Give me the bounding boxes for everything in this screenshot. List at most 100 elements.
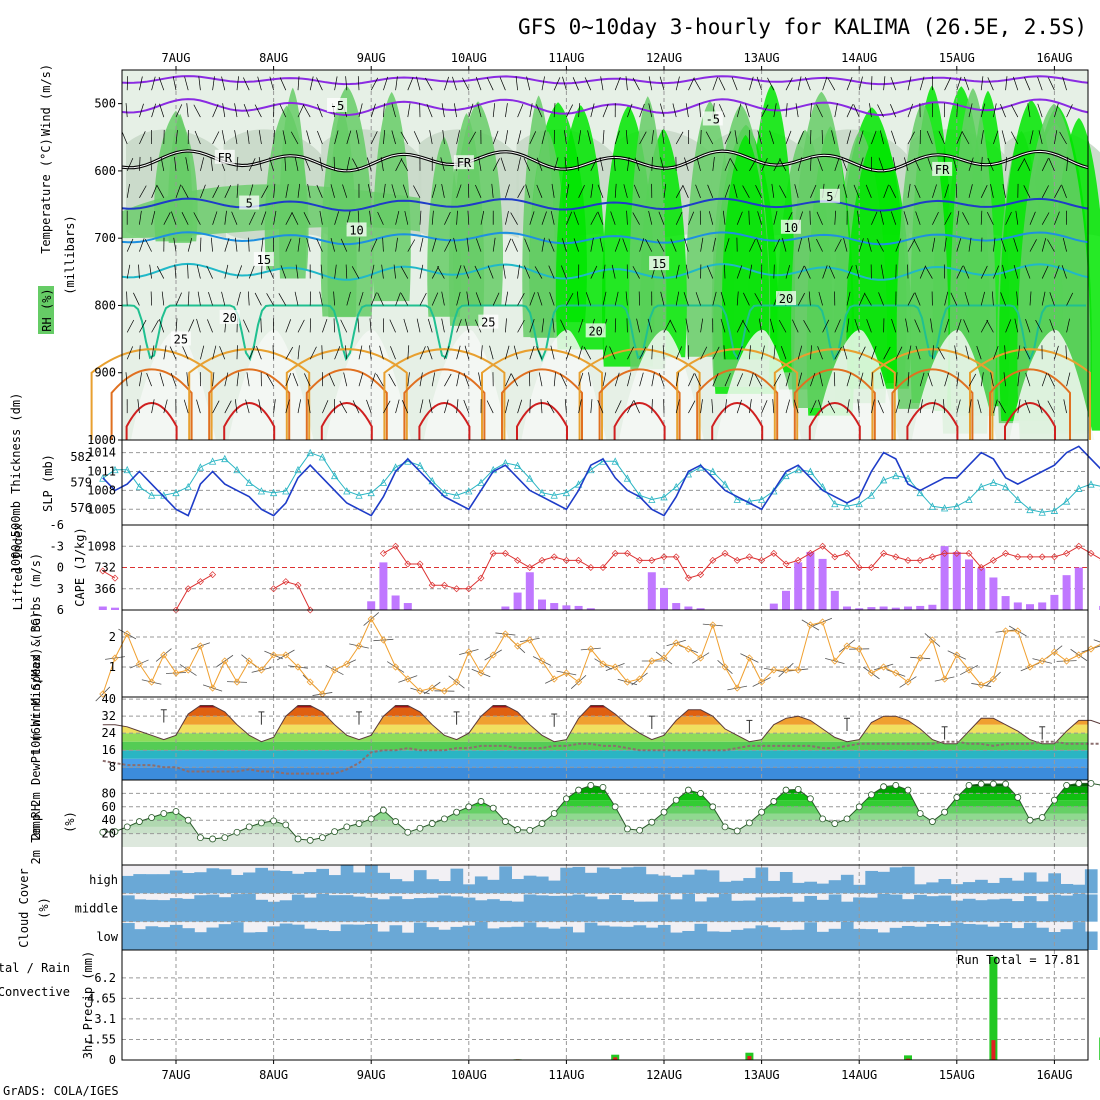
wind-barb <box>1041 185 1049 198</box>
contour-label-bg <box>219 309 240 324</box>
wind-barb <box>529 318 535 333</box>
wind-barb <box>980 319 989 333</box>
wind-barb <box>803 319 811 333</box>
cloud-bar <box>279 871 293 894</box>
isotherm-minus5 <box>121 98 1089 117</box>
wind-speed-point <box>562 669 570 677</box>
cloud-bar <box>584 922 598 950</box>
wind-barb <box>285 238 292 252</box>
lifted-index-point <box>928 553 936 561</box>
rh-shade-plume <box>279 87 307 279</box>
wind-barb <box>279 104 287 118</box>
wind-barb <box>944 212 952 225</box>
wind-barb <box>590 399 593 414</box>
wind-barb <box>468 131 476 145</box>
precip-conv-bar <box>991 1040 996 1060</box>
wind-barb <box>278 293 287 306</box>
wind-barb <box>932 237 936 252</box>
cape-bar <box>1013 602 1022 610</box>
cape-bar <box>940 546 949 610</box>
rh2m-point <box>831 820 839 827</box>
temp-band <box>122 767 1088 780</box>
wind-barb <box>794 184 799 198</box>
wind-barb <box>785 264 791 279</box>
y-tick-slp: 1008 <box>87 483 116 497</box>
wind-barb <box>174 156 177 171</box>
lifted-index-point <box>782 560 790 568</box>
wind-barb <box>1000 292 1006 306</box>
isotherm-warm-dome <box>223 402 276 440</box>
rh2m-point <box>1038 814 1046 821</box>
wind-barb <box>822 319 830 333</box>
cloud-bar <box>645 927 659 950</box>
lifted-index-point <box>953 549 961 557</box>
wind-barb <box>377 211 384 225</box>
wind-barb <box>968 237 972 252</box>
thickness-point <box>782 471 790 480</box>
y-tick-precip: 1.55 <box>87 1032 116 1046</box>
wind-barb <box>956 130 963 145</box>
thickness-point <box>355 491 363 499</box>
isotherm-warm-dome <box>320 402 373 440</box>
precip-total-bar <box>989 956 998 1060</box>
wind-barb <box>749 399 752 414</box>
wind-barb <box>158 76 165 91</box>
cape-bar <box>98 606 107 610</box>
wind-barb <box>724 399 727 414</box>
thickness-point <box>1062 497 1071 505</box>
wind-speed-point <box>928 636 936 644</box>
wind-barb <box>880 211 884 225</box>
wind-barb <box>258 130 262 145</box>
wind-barb <box>878 157 884 172</box>
wind-barb <box>212 345 217 360</box>
wind-barb <box>976 345 982 360</box>
y-tick-li: 0 <box>57 561 64 575</box>
wind-barb <box>466 237 470 252</box>
wind-barb <box>810 372 816 387</box>
wind-barb <box>944 291 949 306</box>
wind-barb <box>403 318 409 333</box>
date-tick-bottom: 15AUG <box>939 1068 975 1082</box>
cloud-bar <box>499 866 512 894</box>
cape-bar <box>550 603 559 610</box>
wind-barb <box>651 399 653 414</box>
wind-barb <box>956 265 964 279</box>
wind-barb <box>377 292 384 306</box>
wind-barb <box>757 211 762 225</box>
wind-barb <box>453 103 457 118</box>
cloud-bar <box>926 923 939 950</box>
wind-barb <box>1054 345 1059 360</box>
wind-barb <box>292 373 299 387</box>
cloud-bar <box>828 894 842 922</box>
lifted-index-point <box>684 574 692 582</box>
isotherm-20 <box>122 304 1086 362</box>
y-tick-temp: 32 <box>102 709 116 723</box>
cloud-bar <box>145 899 159 922</box>
wind-barb <box>243 319 250 333</box>
thickness-point <box>294 465 302 474</box>
wind-barb <box>980 156 983 171</box>
thickness-point <box>379 478 388 486</box>
wind-barb <box>456 345 461 360</box>
wind-barb <box>561 238 567 252</box>
cloud-row-label-low: low <box>96 930 118 944</box>
wind-barb <box>683 292 689 306</box>
rh2m-point <box>660 808 668 816</box>
wind-barb <box>126 319 135 333</box>
wind-barb <box>245 399 250 414</box>
contour-label-bg <box>327 98 348 112</box>
cloud-bar <box>499 900 512 922</box>
wind-speed-point <box>770 666 778 674</box>
y-tick-wind: 1 <box>109 660 116 674</box>
wind-barb <box>1013 238 1019 252</box>
wind-barb <box>625 76 628 91</box>
thickness-point <box>611 457 619 465</box>
y-tick-li: 6 <box>57 603 64 617</box>
wind-barb <box>379 345 384 360</box>
wind-barb <box>968 103 973 118</box>
wind-barb <box>505 345 510 360</box>
wind-barb <box>590 103 595 118</box>
wind-barb <box>358 372 364 387</box>
wind-barb <box>785 130 792 145</box>
wind-barb <box>871 130 877 145</box>
